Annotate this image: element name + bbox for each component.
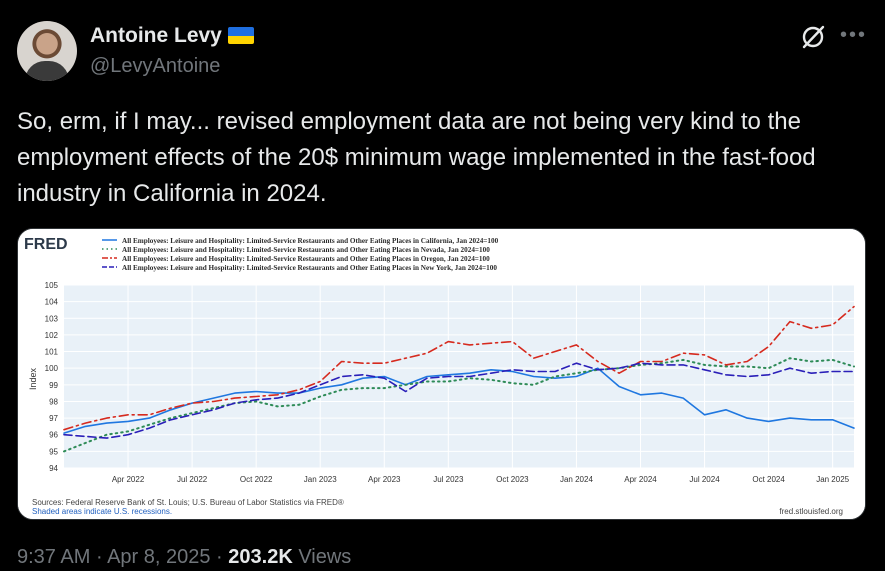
author-avatar[interactable] xyxy=(17,21,77,81)
views-count: 203.2K xyxy=(228,546,293,568)
legend-entry-3: All Employees: Leisure and Hospitality: … xyxy=(122,264,497,272)
y-tick-label: 99 xyxy=(49,381,58,390)
tweet-date[interactable]: Apr 8, 2025 xyxy=(107,546,211,568)
x-tick-label: Jan 2024 xyxy=(560,475,593,484)
fred-chart: All Employees: Leisure and Hospitality: … xyxy=(18,229,865,519)
y-tick-label: 95 xyxy=(49,447,58,456)
x-tick-label: Oct 2024 xyxy=(752,475,785,484)
y-tick-label: 94 xyxy=(49,464,58,473)
x-tick-label: Apr 2022 xyxy=(112,475,145,484)
chart-site: fred.stlouisfed.org xyxy=(779,507,843,516)
legend-entry-1: All Employees: Leisure and Hospitality: … xyxy=(122,246,490,254)
y-tick-label: 97 xyxy=(49,414,58,423)
more-options-icon[interactable]: ••• xyxy=(840,24,868,46)
legend-entry-2: All Employees: Leisure and Hospitality: … xyxy=(122,255,490,263)
y-tick-label: 102 xyxy=(45,331,59,340)
y-tick-label: 101 xyxy=(45,348,59,357)
y-axis-label: Index xyxy=(28,367,38,390)
y-tick-label: 104 xyxy=(45,298,59,307)
x-tick-label: Apr 2023 xyxy=(368,475,401,484)
x-tick-label: Jan 2025 xyxy=(816,475,849,484)
chart-recession-note: Shaded areas indicate U.S. recessions. xyxy=(32,507,172,516)
x-tick-label: Oct 2023 xyxy=(496,475,529,484)
x-tick-label: Oct 2022 xyxy=(240,475,273,484)
tweet-time[interactable]: 9:37 AM xyxy=(17,546,91,568)
legend-entry-0: All Employees: Leisure and Hospitality: … xyxy=(122,237,499,245)
ukraine-flag-icon xyxy=(227,27,254,44)
fred-logo: FRED xyxy=(24,236,68,253)
x-tick-label: Jul 2022 xyxy=(177,475,208,484)
grok-icon[interactable] xyxy=(798,22,828,52)
y-tick-label: 100 xyxy=(45,364,59,373)
y-tick-label: 105 xyxy=(45,281,59,290)
y-tick-label: 98 xyxy=(49,397,58,406)
author-name[interactable]: Antoine Levy xyxy=(90,24,254,48)
tweet-footer: 9:37 AM · Apr 8, 2025 · 203.2K Views xyxy=(17,546,352,568)
y-tick-label: 96 xyxy=(49,431,58,440)
x-tick-label: Jul 2023 xyxy=(433,475,464,484)
author-handle[interactable]: @LevyAntoine xyxy=(90,55,221,77)
x-tick-label: Apr 2024 xyxy=(624,475,657,484)
tweet-media-chart[interactable]: All Employees: Leisure and Hospitality: … xyxy=(17,228,866,520)
x-tick-label: Jul 2024 xyxy=(689,475,720,484)
x-tick-label: Jan 2023 xyxy=(304,475,337,484)
chart-source: Sources: Federal Reserve Bank of St. Lou… xyxy=(32,498,344,507)
series-line-1 xyxy=(63,357,855,453)
y-tick-label: 103 xyxy=(45,314,59,323)
views-label: Views xyxy=(292,546,352,568)
series-line-3 xyxy=(63,362,855,439)
series-line-2 xyxy=(63,305,855,431)
tweet-text: So, erm, if I may... revised employment … xyxy=(17,108,816,207)
